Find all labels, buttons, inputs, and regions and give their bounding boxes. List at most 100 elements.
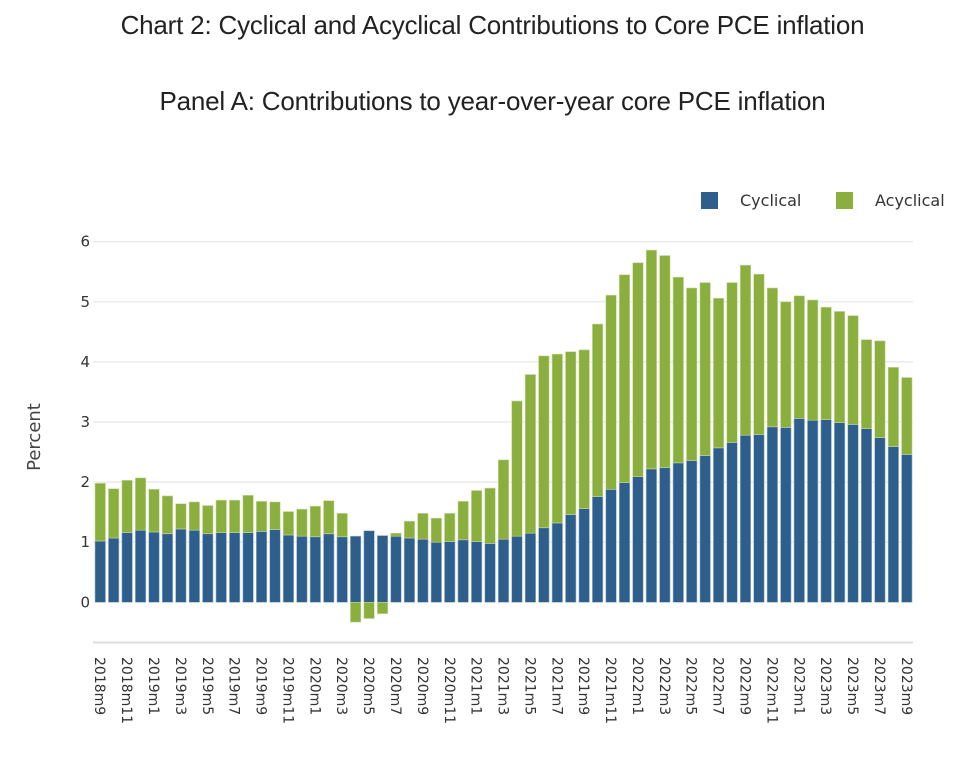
bar-cyclical [484,543,496,603]
bar-acyclical [350,601,362,623]
bar-acyclical [135,477,147,531]
bar-cyclical [175,528,187,603]
bar-cyclical [753,434,765,603]
bar-acyclical [269,501,281,530]
x-tick-label: 2023m7 [871,657,887,715]
bar-cyclical [524,532,536,603]
bar-acyclical [497,459,510,540]
bar-acyclical [713,297,725,449]
bar-cyclical [417,538,429,603]
bar-acyclical [578,349,590,509]
bar-acyclical [94,483,106,542]
legend-label-cyclical[interactable]: Cyclical [740,191,801,210]
x-tick-label: 2023m1 [790,657,806,715]
x-tick-label: 2022m11 [763,657,779,724]
bar-cyclical [376,535,389,603]
bars [94,249,913,623]
bar-cyclical [161,533,173,603]
x-tick-label: 2022m5 [683,657,699,715]
bar-cyclical [229,532,241,603]
bar-cyclical [887,446,899,603]
bar-acyclical [430,517,442,543]
bar-cyclical [403,537,415,603]
x-tick-label: 2019m9 [253,657,269,715]
x-tick-label: 2022m1 [629,657,645,715]
x-axis-ticks: 2018m9 2018m11 2019m1 2019m3 2019m5 2019m7 201… [91,657,914,724]
bar-cyclical [444,541,456,603]
bar-cyclical [632,476,644,603]
bar-cyclical [820,419,832,603]
bar-cyclical [309,536,321,603]
legend-swatch-acyclical [836,192,853,209]
x-tick-label: 2021m7 [548,657,564,715]
bar-cyclical [874,437,886,603]
y-tick-label: 4 [80,353,90,371]
bar-cyclical [538,527,550,603]
x-tick-label: 2021m5 [521,657,537,715]
bar-cyclical [739,434,752,603]
y-axis-ticks: 0 1 2 3 4 5 6 [80,233,90,612]
bar-acyclical [592,323,604,497]
bar-cyclical [565,514,577,603]
bar-acyclical [565,351,577,515]
bar-acyclical [605,294,617,490]
bar-acyclical [242,495,254,533]
bar-cyclical [430,541,442,603]
bar-acyclical [834,311,846,423]
bar-acyclical [753,273,765,435]
bar-acyclical [403,520,415,539]
bar-acyclical [376,601,389,615]
bar-cyclical [834,422,846,603]
bar-acyclical [188,501,200,531]
bar-cyclical [256,531,268,603]
y-tick-label: 6 [80,233,90,251]
x-tick-label: 2020m1 [306,657,322,715]
bar-acyclical [618,274,631,484]
bar-cyclical [282,534,294,603]
bar-cyclical [497,538,510,603]
bar-cyclical [121,532,133,603]
x-tick-label: 2019m11 [279,657,295,724]
bar-cyclical [686,460,698,603]
bar-cyclical [713,447,725,603]
bar-acyclical [484,487,496,544]
bar-cyclical [135,529,147,603]
x-tick-label: 2020m11 [441,657,457,724]
x-tick-label: 2019m3 [172,657,188,715]
legend-label-acyclical[interactable]: Acyclical [875,191,945,210]
x-tick-label: 2022m7 [710,657,726,715]
bar-cyclical [202,533,214,603]
bar-cyclical [363,530,375,603]
bar-acyclical [444,513,456,542]
y-tick-label: 2 [80,473,90,491]
bar-acyclical [672,276,684,464]
bar-cyclical [860,428,873,603]
bar-acyclical [659,255,671,468]
bar-acyclical [511,400,523,537]
bar-cyclical [511,535,523,603]
bar-acyclical [336,513,348,538]
bar-acyclical [726,282,738,443]
legend: Cyclical Acyclical [701,191,945,210]
bar-acyclical [524,374,536,534]
bar-cyclical [793,418,805,603]
bar-acyclical [739,264,752,436]
bar-cyclical [780,427,792,603]
x-tick-label: 2020m9 [414,657,430,715]
bar-cyclical [847,424,859,603]
bar-cyclical [659,467,671,603]
bar-acyclical [161,495,173,535]
x-tick-label: 2023m5 [844,657,860,715]
bar-acyclical [471,490,483,542]
bar-cyclical [605,489,617,603]
x-tick-label: 2023m3 [817,657,833,715]
x-tick-label: 2022m9 [736,657,752,715]
bar-cyclical [807,419,819,603]
y-tick-label: 3 [80,413,90,431]
bar-acyclical [215,499,227,533]
bar-acyclical [457,501,469,541]
bar-acyclical [538,355,550,529]
bar-acyclical [363,601,375,619]
x-tick-label: 2021m11 [602,657,618,724]
